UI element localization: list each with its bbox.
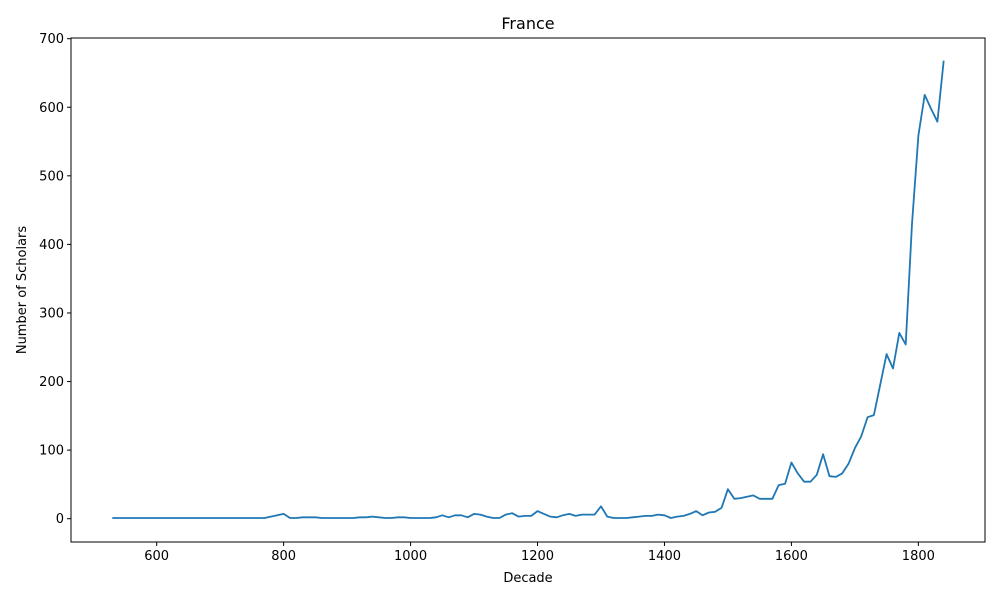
series-layer bbox=[112, 60, 945, 519]
series-line bbox=[112, 60, 945, 519]
x-tick-label: 1600 bbox=[775, 549, 808, 564]
y-tick-label: 0 bbox=[56, 512, 64, 527]
x-tick-label: 1400 bbox=[648, 549, 681, 564]
x-tick-label: 1000 bbox=[394, 549, 427, 564]
x-tick-label: 1200 bbox=[521, 549, 554, 564]
y-tick-label: 200 bbox=[39, 375, 64, 390]
x-tick-label: 1800 bbox=[902, 549, 935, 564]
y-tick-label: 500 bbox=[39, 169, 64, 184]
x-tick-label: 600 bbox=[144, 549, 169, 564]
y-tick-label: 400 bbox=[39, 238, 64, 253]
x-axis: 600 800 1000 1200 1400 1600 1800 bbox=[144, 542, 935, 564]
plot-frame bbox=[70, 37, 986, 543]
x-axis-label: Decade bbox=[503, 571, 552, 586]
y-tick-label: 100 bbox=[39, 444, 64, 459]
y-tick-label: 600 bbox=[39, 101, 64, 116]
y-tick-label: 700 bbox=[39, 32, 64, 47]
chart-title: France bbox=[501, 14, 554, 33]
y-axis-label: Number of Scholars bbox=[15, 226, 30, 355]
y-tick-label: 300 bbox=[39, 306, 64, 321]
y-axis: 0 100 200 300 400 500 600 700 bbox=[39, 32, 71, 527]
x-tick-label: 800 bbox=[271, 549, 296, 564]
